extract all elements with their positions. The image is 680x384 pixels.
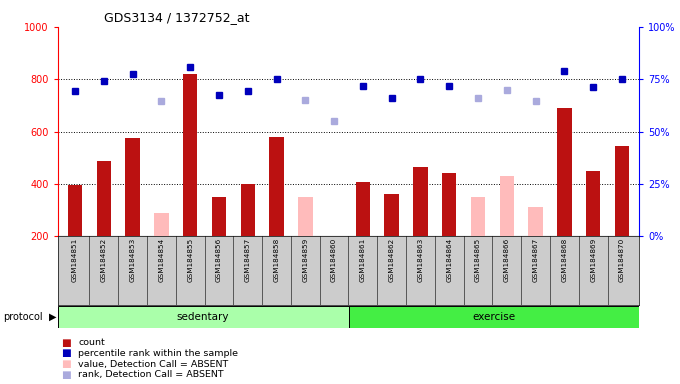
Text: GSM184858: GSM184858 — [273, 238, 279, 283]
Bar — [557, 109, 572, 236]
Bar — [68, 185, 82, 236]
Bar — [615, 146, 629, 236]
Text: GSM184868: GSM184868 — [562, 238, 567, 283]
Text: ■: ■ — [61, 338, 71, 348]
Text: GSM184859: GSM184859 — [303, 238, 308, 283]
Bar — [125, 138, 140, 236]
Text: GSM184852: GSM184852 — [101, 238, 107, 283]
Text: GSM184867: GSM184867 — [532, 238, 539, 283]
Bar — [58, 306, 348, 328]
Bar — [471, 197, 486, 236]
Text: ■: ■ — [61, 370, 71, 380]
Text: GSM184862: GSM184862 — [389, 238, 394, 283]
Bar — [241, 184, 255, 236]
Bar — [154, 213, 169, 236]
Bar — [413, 167, 428, 236]
Text: GSM184863: GSM184863 — [418, 238, 424, 283]
Bar — [442, 174, 456, 236]
Bar — [269, 137, 284, 236]
Text: GSM184856: GSM184856 — [216, 238, 222, 283]
Bar — [298, 197, 313, 236]
Text: percentile rank within the sample: percentile rank within the sample — [78, 349, 238, 358]
Text: GSM184866: GSM184866 — [504, 238, 510, 283]
Text: count: count — [78, 338, 105, 347]
Bar — [500, 176, 514, 236]
Text: GSM184854: GSM184854 — [158, 238, 165, 283]
Bar — [528, 207, 543, 236]
Text: GSM184869: GSM184869 — [590, 238, 596, 283]
Text: protocol: protocol — [3, 312, 43, 322]
Text: GDS3134 / 1372752_at: GDS3134 / 1372752_at — [104, 11, 250, 24]
Text: GSM184851: GSM184851 — [72, 238, 78, 283]
Text: GSM184861: GSM184861 — [360, 238, 366, 283]
Bar — [586, 171, 600, 236]
Text: GSM184864: GSM184864 — [446, 238, 452, 283]
Text: sedentary: sedentary — [177, 312, 229, 322]
Text: rank, Detection Call = ABSENT: rank, Detection Call = ABSENT — [78, 370, 224, 379]
Text: ■: ■ — [61, 348, 71, 358]
Text: ▶: ▶ — [49, 312, 56, 322]
Bar — [97, 161, 111, 236]
Bar — [211, 197, 226, 236]
Text: GSM184855: GSM184855 — [187, 238, 193, 283]
Text: GSM184870: GSM184870 — [619, 238, 625, 283]
Text: GSM184865: GSM184865 — [475, 238, 481, 283]
Text: value, Detection Call = ABSENT: value, Detection Call = ABSENT — [78, 359, 228, 369]
Bar — [384, 194, 399, 236]
Text: exercise: exercise — [473, 312, 515, 322]
Text: GSM184857: GSM184857 — [245, 238, 251, 283]
Bar — [183, 74, 197, 236]
Text: GSM184860: GSM184860 — [331, 238, 337, 283]
Bar — [356, 182, 370, 236]
Text: ■: ■ — [61, 359, 71, 369]
Bar — [348, 306, 639, 328]
Text: GSM184853: GSM184853 — [130, 238, 135, 283]
